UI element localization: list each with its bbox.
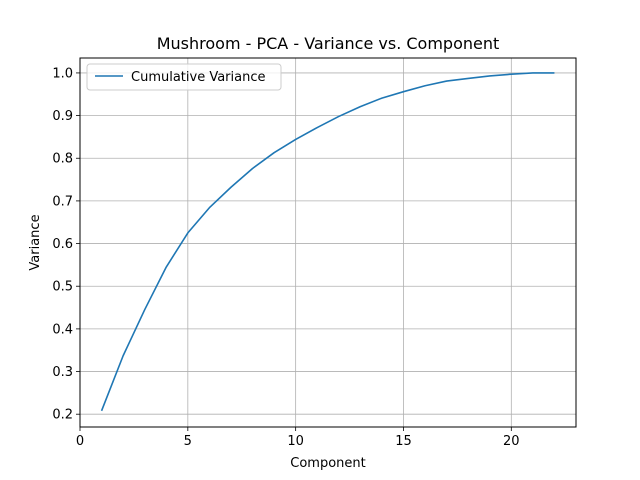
- y-tick-label: 0.5: [52, 280, 73, 295]
- y-tick-label: 0.4: [52, 322, 73, 337]
- y-tick-label: 0.6: [52, 237, 73, 252]
- x-tick-label: 0: [76, 434, 84, 449]
- x-tick-label: 20: [503, 434, 520, 449]
- plot-frame: [79, 57, 577, 428]
- y-tick-label: 0.7: [52, 194, 73, 209]
- legend-entry-label: Cumulative Variance: [131, 70, 266, 85]
- legend: Cumulative Variance: [86, 63, 282, 91]
- y-tick-label: 0.2: [52, 408, 73, 423]
- y-tick-label: 0.3: [52, 365, 73, 380]
- y-tick-label: 0.9: [52, 109, 73, 124]
- chart-title: Mushroom - PCA - Variance vs. Component: [157, 34, 500, 53]
- y-tick-label: 1.0: [52, 66, 73, 81]
- legend-box: [86, 63, 282, 91]
- series-line-cumulative-variance: [100, 72, 555, 412]
- grid: [79, 58, 576, 427]
- x-tick-label: 5: [184, 434, 192, 449]
- y-axis-ticks: 0.2 0.3 0.4 0.5 0.6 0.7 0.8 0.9 1.0: [52, 66, 80, 423]
- y-tick-label: 0.8: [52, 152, 73, 167]
- x-axis-label: Component: [290, 456, 365, 471]
- series-layer: [100, 72, 555, 412]
- x-axis-ticks: 0 5 10 15 20: [76, 427, 520, 449]
- x-tick-label: 10: [287, 434, 304, 449]
- x-tick-label: 15: [395, 434, 412, 449]
- y-axis-label: Variance: [28, 214, 43, 270]
